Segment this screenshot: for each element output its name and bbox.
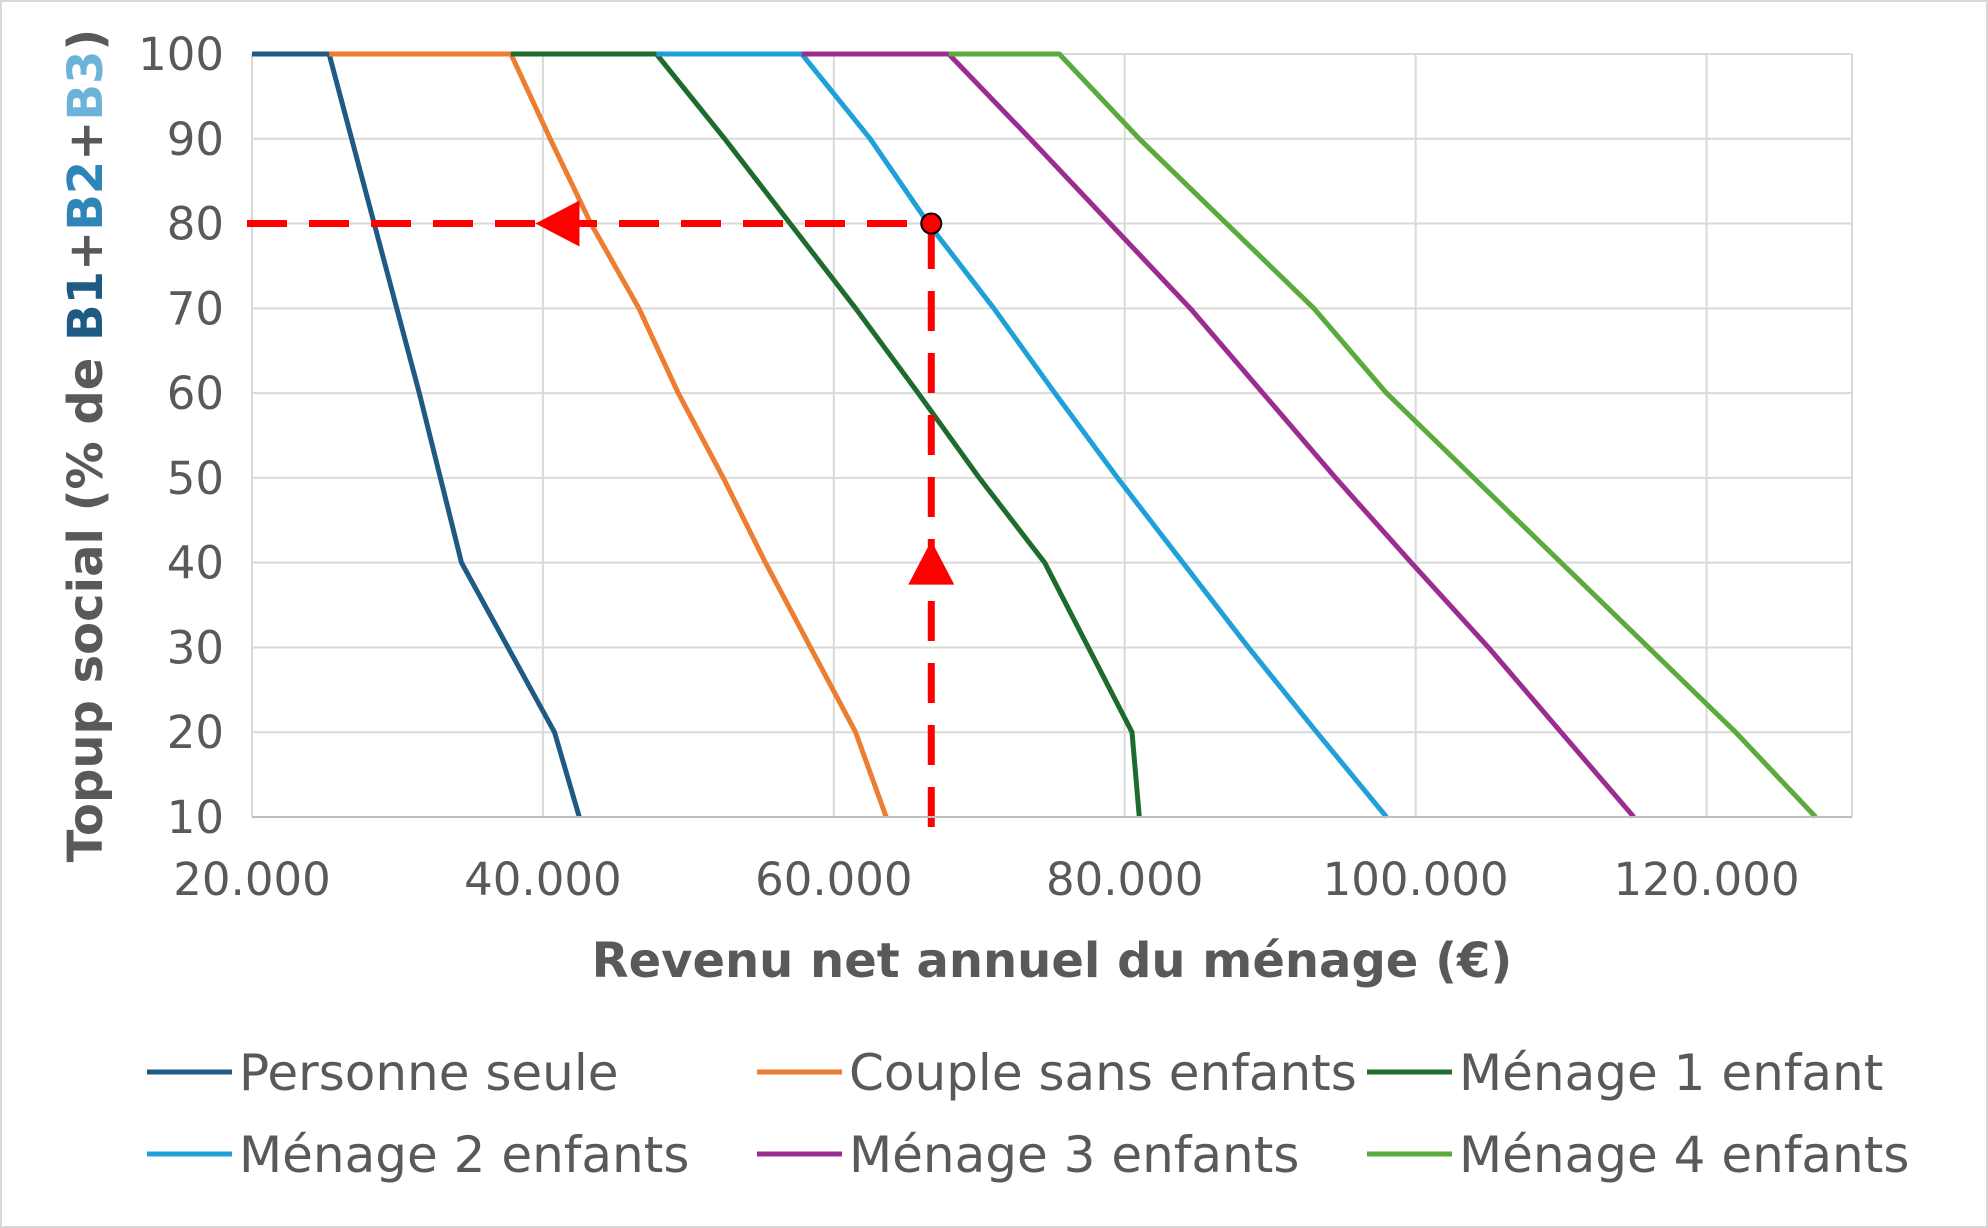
legend-label-6: Ménage 4 enfants bbox=[1459, 1126, 1909, 1184]
y-tick-label: 50 bbox=[167, 452, 224, 505]
annotation-point bbox=[920, 212, 943, 235]
y-axis-title-part-4: + bbox=[58, 121, 114, 161]
series-line-3 bbox=[510, 51, 1142, 818]
y-tick-label: 60 bbox=[167, 367, 224, 420]
x-tick-label: 100.000 bbox=[1323, 853, 1509, 906]
annotation bbox=[247, 200, 955, 827]
y-tick-label: 80 bbox=[167, 198, 224, 251]
y-tick-label: 70 bbox=[167, 282, 224, 335]
y-axis-title-part-5: B3 bbox=[58, 51, 114, 121]
x-axis-title: Revenu net annuel du ménage (€) bbox=[592, 933, 1513, 989]
legend-label-2: Couple sans enfants bbox=[849, 1044, 1357, 1102]
y-axis-title-part-2: + bbox=[58, 231, 114, 271]
annotation-arrow-up bbox=[908, 540, 955, 585]
x-tick-label: 120.000 bbox=[1613, 853, 1799, 906]
gridlines bbox=[251, 53, 1853, 818]
axes: 10 20 30 40 50 60 70 80 90 100 20.000 40.000 60.000 8… bbox=[58, 28, 1852, 989]
y-axis-title: Topup social (% de B1+B2+B3) bbox=[58, 29, 114, 863]
y-tick-label: 10 bbox=[167, 791, 224, 844]
series-line-4 bbox=[656, 51, 1389, 819]
x-tick-label: 80.000 bbox=[1046, 853, 1203, 906]
y-tick-label: 100 bbox=[138, 28, 224, 81]
y-axis-title-prefix: Topup social (% de bbox=[58, 341, 114, 862]
legend: Personne seule Couple sans enfants Ménage … bbox=[147, 1044, 1909, 1184]
series-line-2 bbox=[329, 51, 889, 818]
y-axis-title-part-1: B1 bbox=[58, 271, 114, 341]
x-tick-label: 20.000 bbox=[173, 853, 330, 906]
legend-label-4: Ménage 2 enfants bbox=[239, 1126, 689, 1184]
series-lines bbox=[252, 51, 1818, 819]
y-tick-label: 40 bbox=[167, 537, 224, 590]
y-axis-title-suffix: ) bbox=[58, 29, 114, 51]
legend-label-5: Ménage 3 enfants bbox=[849, 1126, 1299, 1184]
x-tick-label: 40.000 bbox=[464, 853, 621, 906]
y-tick-label: 30 bbox=[167, 621, 224, 674]
y-axis-title-part-3: B2 bbox=[58, 161, 114, 231]
series-line-5 bbox=[801, 51, 1636, 819]
legend-label-1: Personne seule bbox=[239, 1044, 619, 1102]
series-line-1 bbox=[252, 51, 582, 818]
x-tick-label: 60.000 bbox=[755, 853, 912, 906]
series-line-6 bbox=[948, 51, 1818, 819]
y-tick-label: 90 bbox=[167, 113, 224, 166]
legend-label-3: Ménage 1 enfant bbox=[1459, 1044, 1883, 1102]
annotation-arrow-left bbox=[535, 200, 580, 247]
y-tick-label: 20 bbox=[167, 706, 224, 759]
